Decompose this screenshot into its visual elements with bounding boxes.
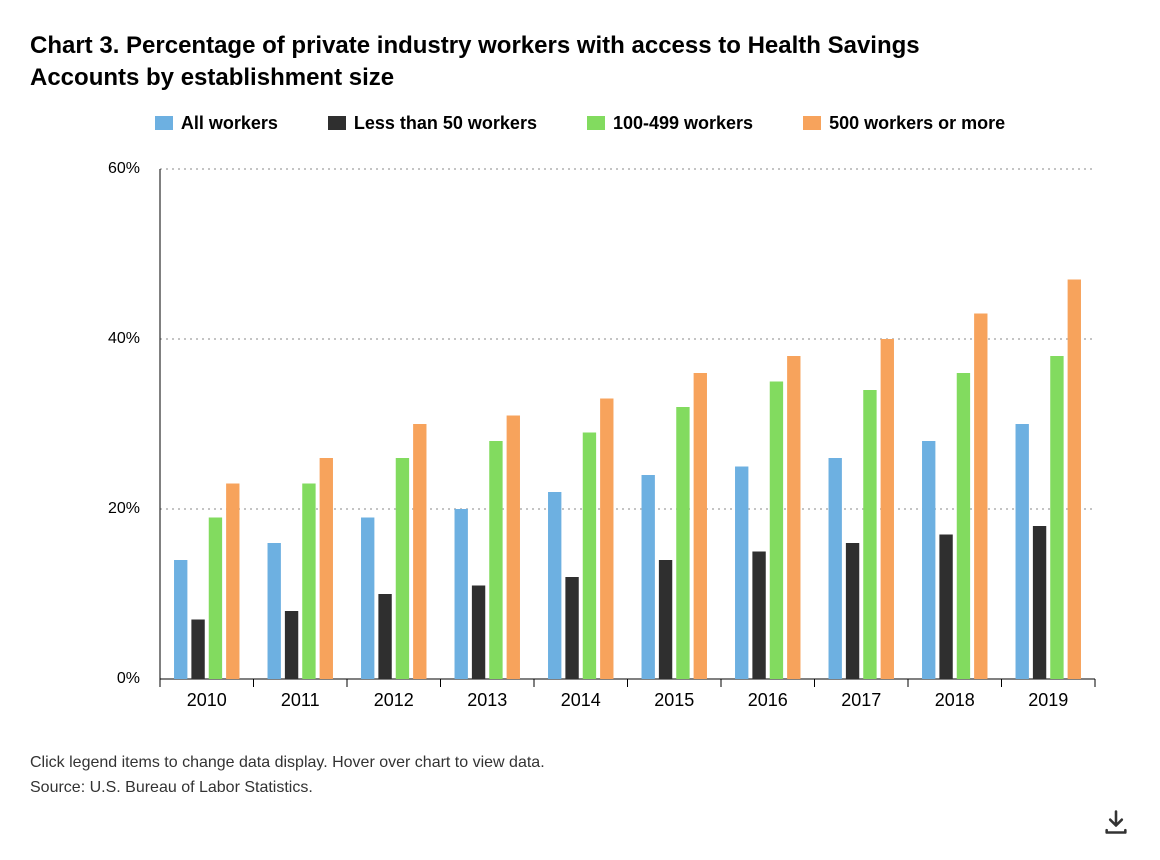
legend-swatch: [328, 116, 346, 130]
bar[interactable]: [642, 475, 655, 679]
bar[interactable]: [1033, 526, 1046, 679]
legend-label: 500 workers or more: [829, 113, 1005, 134]
bar[interactable]: [268, 543, 281, 679]
bar[interactable]: [378, 594, 391, 679]
bar[interactable]: [320, 458, 333, 679]
bar-chart-svg: 0% 20% 40% 60% 2010 2011 2012 2013 2014 2015 2016 2…: [30, 159, 1130, 729]
bar[interactable]: [939, 534, 952, 679]
y-axis-label: 40%: [108, 330, 140, 347]
bar[interactable]: [565, 577, 578, 679]
bar[interactable]: [548, 492, 561, 679]
bar[interactable]: [302, 483, 315, 679]
bar[interactable]: [507, 415, 520, 679]
x-axis-label: 2017: [841, 690, 881, 710]
bar[interactable]: [174, 560, 187, 679]
download-icon[interactable]: [1102, 808, 1130, 836]
bar[interactable]: [735, 466, 748, 679]
x-axis-label: 2011: [281, 690, 320, 710]
bar[interactable]: [1068, 279, 1081, 679]
bar[interactable]: [1050, 356, 1063, 679]
bar[interactable]: [829, 458, 842, 679]
bar[interactable]: [676, 407, 689, 679]
bar[interactable]: [472, 585, 485, 679]
legend: All workers Less than 50 workers 100-499 w…: [30, 113, 1130, 134]
x-axis-label: 2019: [1028, 690, 1068, 710]
bar[interactable]: [583, 432, 596, 679]
legend-item[interactable]: 500 workers or more: [803, 113, 1005, 134]
bar[interactable]: [1016, 424, 1029, 679]
x-axis-label: 2014: [561, 690, 601, 710]
bar[interactable]: [922, 441, 935, 679]
bar[interactable]: [413, 424, 426, 679]
y-axis-label: 20%: [108, 500, 140, 517]
bar[interactable]: [659, 560, 672, 679]
chart-plot: 0% 20% 40% 60% 2010 2011 2012 2013 2014 2015 2016 2…: [30, 159, 1130, 729]
legend-item[interactable]: All workers: [155, 113, 278, 134]
legend-swatch: [803, 116, 821, 130]
x-axis-label: 2018: [935, 690, 975, 710]
legend-swatch: [587, 116, 605, 130]
legend-label: Less than 50 workers: [354, 113, 537, 134]
bar[interactable]: [285, 611, 298, 679]
x-axis-label: 2016: [748, 690, 788, 710]
bar[interactable]: [191, 619, 204, 679]
x-axis-label: 2012: [374, 690, 414, 710]
bar[interactable]: [863, 390, 876, 679]
x-axis-label: 2015: [654, 690, 694, 710]
source-attribution: Source: U.S. Bureau of Labor Statistics.: [30, 776, 1130, 801]
bar[interactable]: [881, 339, 894, 679]
chart-footer-notes: Click legend items to change data displa…: [30, 751, 1130, 801]
y-axis-label: 60%: [108, 160, 140, 177]
x-axis-label: 2013: [467, 690, 507, 710]
bar[interactable]: [974, 313, 987, 679]
y-axis-label: 0%: [117, 670, 140, 687]
x-axis-label: 2010: [187, 690, 227, 710]
legend-item[interactable]: 100-499 workers: [587, 113, 753, 134]
legend-item[interactable]: Less than 50 workers: [328, 113, 537, 134]
bar[interactable]: [770, 381, 783, 679]
bar[interactable]: [752, 551, 765, 679]
chart-container: Chart 3. Percentage of private industry …: [0, 0, 1160, 860]
legend-swatch: [155, 116, 173, 130]
bar[interactable]: [694, 373, 707, 679]
bar[interactable]: [957, 373, 970, 679]
bar[interactable]: [226, 483, 239, 679]
legend-label: 100-499 workers: [613, 113, 753, 134]
bar[interactable]: [489, 441, 502, 679]
bar[interactable]: [600, 398, 613, 679]
bar[interactable]: [209, 517, 222, 679]
bar[interactable]: [787, 356, 800, 679]
bar[interactable]: [396, 458, 409, 679]
legend-label: All workers: [181, 113, 278, 134]
bar[interactable]: [846, 543, 859, 679]
bar[interactable]: [361, 517, 374, 679]
chart-title: Chart 3. Percentage of private industry …: [30, 30, 930, 95]
bar[interactable]: [455, 509, 468, 679]
interaction-hint: Click legend items to change data displa…: [30, 751, 1130, 776]
